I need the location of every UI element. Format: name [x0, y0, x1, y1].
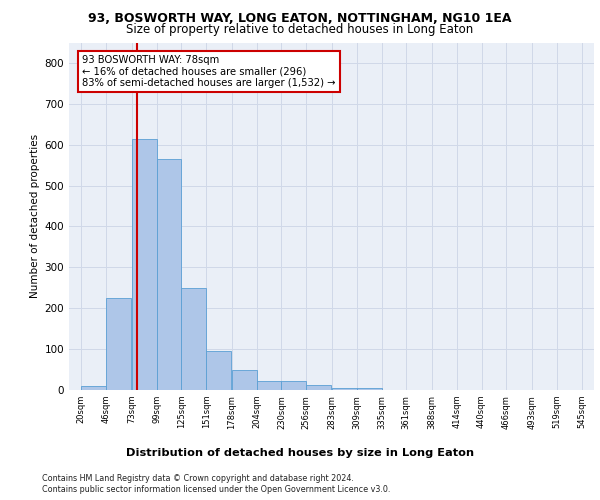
Bar [157, 159, 181, 390]
Bar [332, 388, 357, 390]
Bar [206, 351, 231, 390]
Bar [257, 381, 281, 390]
Bar [306, 385, 331, 390]
Text: Contains public sector information licensed under the Open Government Licence v3: Contains public sector information licen… [42, 485, 391, 494]
Text: Size of property relative to detached houses in Long Eaton: Size of property relative to detached ho… [127, 22, 473, 36]
Bar [106, 298, 131, 390]
Bar [82, 386, 106, 390]
Bar [181, 288, 206, 390]
Bar [232, 370, 257, 390]
Bar [281, 381, 306, 390]
Text: 93, BOSWORTH WAY, LONG EATON, NOTTINGHAM, NG10 1EA: 93, BOSWORTH WAY, LONG EATON, NOTTINGHAM… [88, 12, 512, 24]
Bar [357, 388, 382, 390]
Bar [132, 138, 157, 390]
Text: 93 BOSWORTH WAY: 78sqm
← 16% of detached houses are smaller (296)
83% of semi-de: 93 BOSWORTH WAY: 78sqm ← 16% of detached… [82, 55, 336, 88]
Text: Contains HM Land Registry data © Crown copyright and database right 2024.: Contains HM Land Registry data © Crown c… [42, 474, 354, 483]
Y-axis label: Number of detached properties: Number of detached properties [31, 134, 40, 298]
Text: Distribution of detached houses by size in Long Eaton: Distribution of detached houses by size … [126, 448, 474, 458]
